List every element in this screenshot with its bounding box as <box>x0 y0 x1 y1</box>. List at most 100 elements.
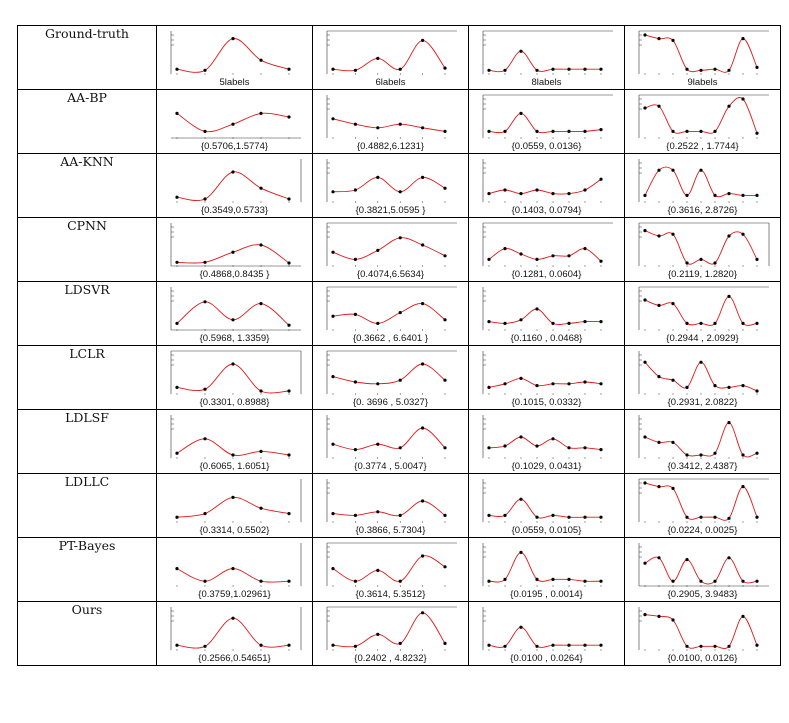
data-point <box>567 254 571 258</box>
data-point <box>353 188 357 192</box>
distribution-curve <box>644 97 758 134</box>
data-point <box>699 257 703 261</box>
distribution-plot: 6labels <box>326 30 457 88</box>
table-body: Ground-truth 5labels 6labels 8labels 9labels… <box>17 25 781 666</box>
data-point <box>643 613 647 617</box>
data-point <box>519 111 523 115</box>
data-point <box>398 446 402 450</box>
data-point <box>713 321 717 325</box>
data-point <box>287 512 291 516</box>
data-point <box>699 321 703 325</box>
distribution-plot: {0.3412, 2.4387} <box>638 415 759 472</box>
table-row: LCLR {0.3301, 0.8988} {0. 3696 , 5.0327} {0… <box>17 345 781 410</box>
data-point <box>699 644 703 648</box>
data-point <box>331 512 335 516</box>
distribution-plot: {0.2944 , 2.0929} <box>638 286 769 344</box>
data-point <box>551 67 555 71</box>
data-point <box>203 437 207 441</box>
data-point <box>699 168 703 172</box>
data-point <box>376 126 380 130</box>
data-point <box>583 247 587 251</box>
plot-caption: {0.4882,6.1231} <box>357 141 424 152</box>
data-point <box>567 129 571 133</box>
method-label: Ground-truth <box>17 25 157 90</box>
plot-cell: {0.5706,1.5774} <box>156 89 313 154</box>
data-point <box>657 303 661 307</box>
data-point <box>551 254 555 258</box>
distribution-plot: {0.3616, 2.8726} <box>638 159 759 216</box>
plot-cell: {0.6065, 1.6051} <box>156 409 313 474</box>
plot-caption: {0.1281, 0.0604} <box>512 269 582 280</box>
data-point <box>231 122 235 126</box>
distribution-plot: {0.4868,0.8435 } <box>170 223 301 280</box>
data-point <box>583 129 587 133</box>
data-point <box>671 618 675 622</box>
plot-caption: {0.2905, 3.9483} <box>668 589 738 600</box>
distribution-curve <box>644 422 758 458</box>
data-point <box>551 513 555 517</box>
plot-caption: {0.0100 , 0.0264} <box>510 653 582 664</box>
data-point <box>203 387 207 391</box>
distribution-curve <box>176 568 290 583</box>
data-point <box>175 515 179 519</box>
data-point <box>741 614 745 618</box>
data-point <box>727 294 731 298</box>
distribution-curve <box>332 555 446 582</box>
data-point <box>643 33 647 37</box>
plot-caption: 6labels <box>375 77 405 88</box>
table-row: CPNN {0.4868,0.8435 } {0.4074,6.5634} {0.12… <box>17 217 781 282</box>
plot-cell: 6labels <box>312 25 469 90</box>
data-point <box>685 321 689 325</box>
plot-caption: {0.3614, 5.3512} <box>356 589 426 600</box>
data-point <box>583 579 587 583</box>
distribution-plot: {0.3614, 5.3512} <box>326 542 457 600</box>
table-row: PT-Bayes {0.3759,1.02961} {0.3614, 5.3512}… <box>17 537 781 602</box>
distribution-curve <box>644 295 758 326</box>
data-point <box>713 451 717 455</box>
plot-cell: 9labels <box>624 25 781 90</box>
data-point <box>376 632 380 636</box>
data-point <box>713 67 717 71</box>
data-point <box>421 175 425 179</box>
data-point <box>353 122 357 126</box>
method-label: LDSVR <box>17 281 157 346</box>
plot-caption: {0.3821,5.0595 } <box>356 205 426 216</box>
data-point <box>671 168 675 172</box>
distribution-plot: {0.3549,0.5733} <box>175 159 302 216</box>
data-point <box>203 197 207 201</box>
plot-caption: {0.0559, 0.0136} <box>512 141 582 152</box>
distribution-curve <box>176 363 290 394</box>
plot-cell: {0.3412, 2.4387} <box>624 409 781 474</box>
distribution-plot: {0. 3696 , 5.0327} <box>326 350 457 408</box>
data-point <box>685 558 689 562</box>
data-point <box>671 579 675 583</box>
data-point <box>376 175 380 179</box>
data-point <box>287 453 291 457</box>
data-point <box>657 485 661 489</box>
data-point <box>175 260 179 264</box>
data-point <box>685 453 689 457</box>
data-point <box>671 38 675 42</box>
data-point <box>727 421 731 425</box>
data-point <box>398 378 402 382</box>
data-point <box>203 300 207 304</box>
method-label: AA-KNN <box>17 153 157 218</box>
plot-cell: 8labels <box>468 25 625 90</box>
distribution-plot: {0.3866, 5.7304} <box>326 479 447 536</box>
data-point <box>376 510 380 514</box>
distribution-plot: {0.1015, 0.0332} <box>482 351 603 408</box>
data-point <box>287 643 291 647</box>
plot-caption: 8labels <box>531 77 561 88</box>
table-row: LDSVR {0.5968, 1.3359} {0.3662 , 6.6401 } {… <box>17 281 781 346</box>
plot-caption: {0.3774 , 5.0047} <box>354 461 426 472</box>
data-point <box>331 567 335 571</box>
distribution-plot: {0.3301, 0.8988} <box>170 350 302 408</box>
data-point <box>421 126 425 130</box>
distribution-plot: {0.3759,1.02961} <box>175 543 302 600</box>
data-point <box>741 321 745 325</box>
data-point <box>175 321 179 325</box>
distribution-curve <box>488 551 602 583</box>
data-point <box>741 232 745 236</box>
distribution-plot: {0.1403, 0.0794} <box>482 159 603 216</box>
data-point <box>487 129 491 133</box>
